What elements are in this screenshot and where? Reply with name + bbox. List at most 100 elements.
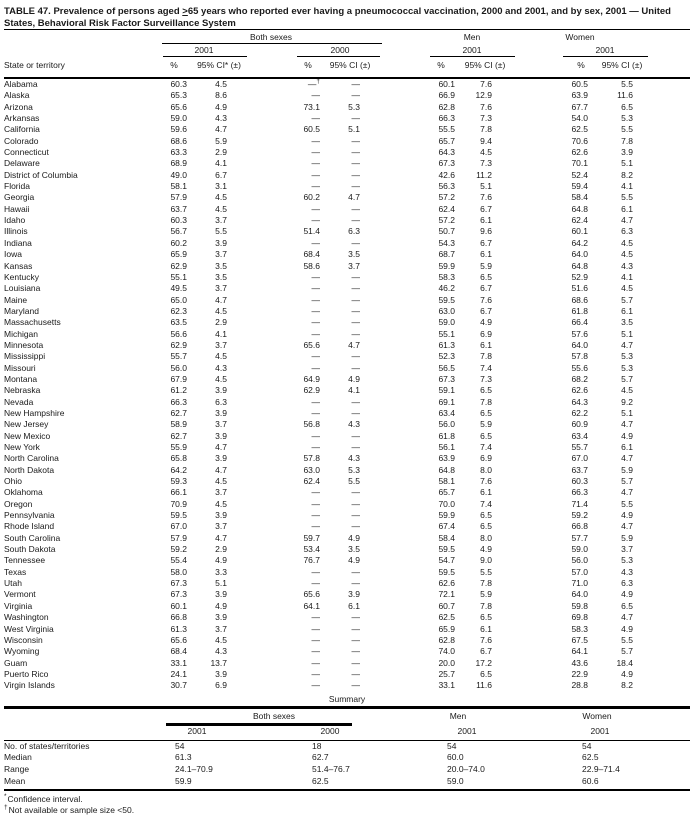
women2001-ci: 7.8 bbox=[621, 135, 633, 146]
men2001-ci: 6.5 bbox=[480, 430, 492, 441]
men2001-ci: 7.4 bbox=[480, 498, 492, 509]
bs2000-ci: — bbox=[351, 657, 361, 668]
bs2000-pct: 62.9 bbox=[303, 385, 320, 396]
women2001-ci: 4.7 bbox=[621, 521, 633, 532]
men2001-pct: 65.9 bbox=[438, 623, 455, 634]
men2001-ci: 6.7 bbox=[480, 283, 492, 294]
bs2001-pct: 68.9 bbox=[170, 158, 187, 169]
women2001-pct: 64.8 bbox=[571, 203, 588, 214]
state-rows: Alabama 60.3 4.5 —† —60.1 7.6 60.5 5.5 Alaska 65.… bbox=[4, 78, 690, 692]
state-name: Vermont bbox=[4, 589, 36, 600]
men2001-ci: 17.2 bbox=[475, 657, 492, 668]
summary-row: Mean 59.9 62.5 59.0 60.6 bbox=[4, 776, 690, 788]
bs2000-pct: — bbox=[311, 657, 321, 668]
bs2000-pct: — bbox=[311, 634, 321, 645]
footnote-text: Confidence interval. bbox=[7, 794, 83, 805]
men2001-ci: 11.6 bbox=[476, 680, 492, 691]
men2001-pct: 65.7 bbox=[438, 487, 455, 498]
bs2000-pct: —† bbox=[307, 78, 320, 89]
state-name: Oklahoma bbox=[4, 487, 43, 498]
state-name: Indiana bbox=[4, 237, 32, 248]
state-name: Kansas bbox=[4, 260, 33, 271]
bs2001-ci: 4.5 bbox=[215, 203, 227, 214]
men2001-ci: 7.6 bbox=[480, 101, 492, 112]
women2001-pct: 58.4 bbox=[571, 192, 588, 203]
men2001-pct: 56.3 bbox=[438, 181, 455, 192]
women2001-pct: 57.6 bbox=[571, 328, 588, 339]
state-name: North Carolina bbox=[4, 453, 59, 464]
men2001-ci: 6.1 bbox=[480, 623, 492, 634]
men2001-pct: 67.3 bbox=[438, 373, 455, 384]
bs2000-ci: — bbox=[351, 135, 361, 146]
women2001-ci: 4.5 bbox=[621, 249, 633, 260]
men2001-pct: 25.7 bbox=[438, 668, 455, 679]
bs2001-pct: 65.6 bbox=[170, 634, 187, 645]
bs2001-pct: 66.8 bbox=[170, 612, 187, 623]
women2001-ci: 4.5 bbox=[621, 385, 633, 396]
footnote-ci: *Confidence interval. bbox=[4, 794, 690, 805]
women2001-pct: 64.2 bbox=[571, 237, 588, 248]
table-row: Virgin Islands 30.7 6.9 — — 33.1 11.6 28.8 8.2 bbox=[4, 680, 690, 691]
women2001-ci: 4.9 bbox=[621, 510, 633, 521]
bs2000-pct: — bbox=[311, 305, 321, 316]
summary-women2001: 54 bbox=[582, 740, 592, 751]
summary-bs2000: 18 bbox=[312, 740, 322, 751]
footnote-na: †Not available or sample size <50. bbox=[4, 804, 690, 816]
bs2000-ci: — bbox=[351, 646, 361, 657]
women2001-pct: 64.0 bbox=[571, 339, 588, 350]
women2001-ci: 5.7 bbox=[621, 373, 633, 384]
bs2000-pct: — bbox=[311, 521, 321, 532]
men2001-ci: 4.5 bbox=[480, 147, 492, 158]
bs2001-pct: 56.0 bbox=[170, 362, 187, 373]
bs2001-pct: 58.0 bbox=[170, 566, 187, 577]
bs2000-pct: — bbox=[311, 294, 321, 305]
women2001-ci: 4.7 bbox=[621, 419, 633, 430]
bs2001-ci: 5.9 bbox=[215, 135, 227, 146]
men2001-ci: 6.5 bbox=[480, 385, 492, 396]
state-name: Mississippi bbox=[4, 351, 46, 362]
table-row: Nebraska 61.2 3.9 62.9 4.1 59.1 6.5 62.6 4.5 bbox=[4, 385, 690, 396]
women2001-ci: 5.1 bbox=[621, 407, 633, 418]
women2001-pct: 58.3 bbox=[571, 623, 588, 634]
women2001-pct: 67.5 bbox=[571, 634, 588, 645]
table-row: Alabama 60.3 4.5 —† — 60.1 7.6 60.5 5.5 bbox=[4, 78, 690, 90]
bs2001-pct: 66.3 bbox=[170, 396, 187, 407]
bs2001-ci: 4.5 bbox=[215, 634, 227, 645]
bs2000-pct: 64.9 bbox=[303, 373, 320, 384]
bs2000-pct: — bbox=[311, 566, 321, 577]
bs2000-pct: 73.1 bbox=[303, 101, 320, 112]
bs2001-pct: 70.9 bbox=[170, 498, 187, 509]
summary-women2001: 22.9–71.4 bbox=[582, 764, 620, 775]
women2001-pct: 69.8 bbox=[571, 612, 588, 623]
men2001-ci: 7.4 bbox=[480, 442, 492, 452]
bs2000-pct: 53.4 bbox=[303, 544, 320, 555]
table-row: Ohio 59.3 4.5 62.4 5.5 58.1 7.6 60.3 5.7 bbox=[4, 476, 690, 487]
bs2000-pct: — bbox=[311, 510, 321, 521]
bs2000-ci: 4.3 bbox=[348, 419, 360, 430]
men2001-ci: 5.9 bbox=[480, 419, 492, 430]
bs2001-pct: 57.9 bbox=[170, 192, 187, 203]
men2001-ci: 6.5 bbox=[480, 521, 492, 532]
bs2001-ci: 4.5 bbox=[215, 476, 227, 487]
bs2001-pct: 60.1 bbox=[170, 600, 187, 611]
men2001-ci: 6.9 bbox=[480, 453, 492, 464]
men2001-pct: 67.3 bbox=[438, 158, 455, 169]
footnotes: *Confidence interval. †Not available or … bbox=[4, 791, 690, 816]
women2001-ci: 4.9 bbox=[621, 623, 633, 634]
bs2001-pct: 65.6 bbox=[170, 101, 187, 112]
men2001-ci: 8.0 bbox=[480, 464, 492, 475]
summary-row-label: Mean bbox=[4, 775, 26, 786]
women2001-pct: 28.8 bbox=[571, 680, 588, 691]
bs2000-pct: — bbox=[311, 90, 321, 101]
bs2001-ci: 8.6 bbox=[215, 90, 227, 101]
summary-row-label: No. of states/territories bbox=[4, 740, 90, 751]
women2001-ci: 4.1 bbox=[621, 181, 633, 192]
women2001-ci: 5.5 bbox=[621, 79, 633, 89]
bs2000-pct: — bbox=[311, 442, 321, 452]
women2001-ci: 5.3 bbox=[621, 351, 633, 362]
bs2000-pct: — bbox=[311, 271, 321, 282]
women2001-pct: 62.6 bbox=[571, 385, 588, 396]
state-name: Connecticut bbox=[4, 147, 49, 158]
col-header-pct-bs2000: % bbox=[304, 60, 312, 70]
